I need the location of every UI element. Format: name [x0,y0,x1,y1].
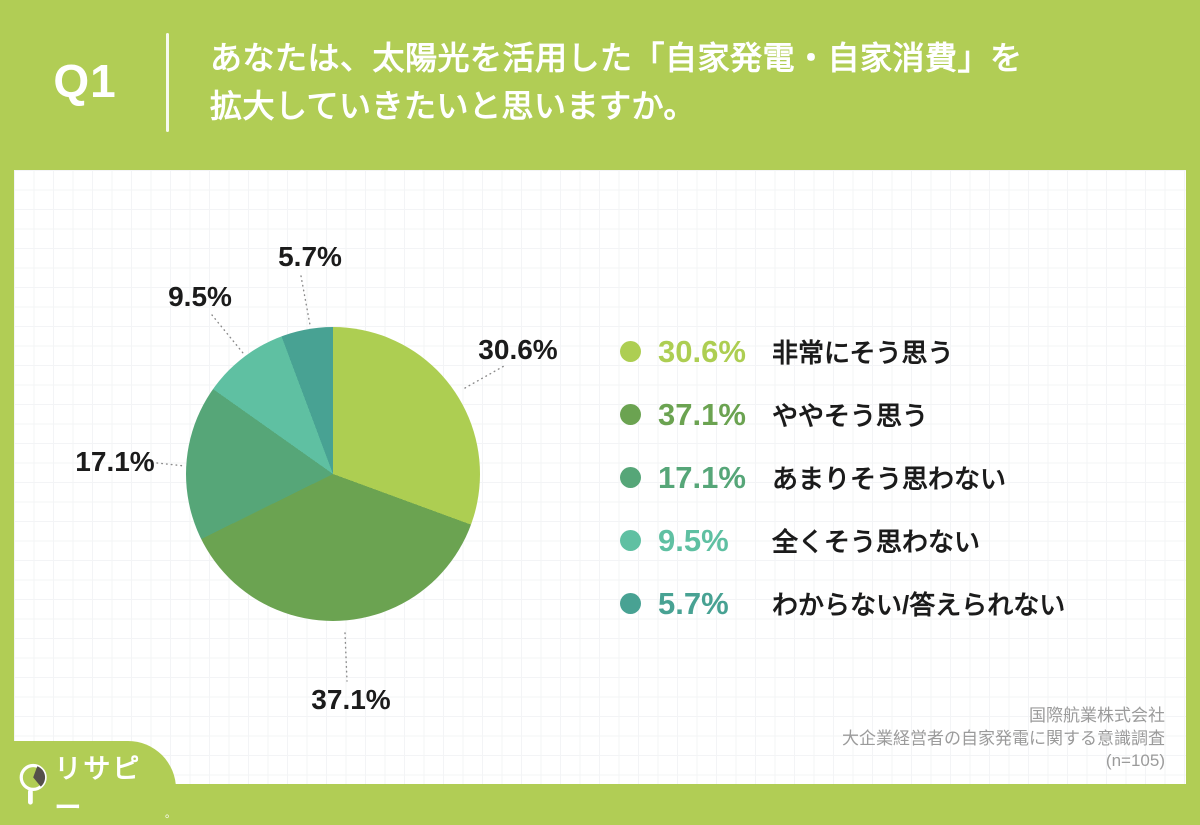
source-note: 国際航業株式会社 大企業経営者の自家発電に関する意識調査 (n=105) [842,705,1165,773]
pie-label-17-1: 17.1% [75,446,155,477]
legend-row: 5.7% わからない/答えられない [620,572,1180,635]
legend-label: あまりそう思わない [772,464,1007,494]
source-line-2: 大企業経営者の自家発電に関する意識調査 [842,728,1165,748]
logo-text: リサピー [54,754,142,823]
legend-label: 非常にそう思う [772,338,954,368]
legend-dot-icon [620,404,641,425]
legend-dot-icon [620,530,641,551]
legend-row: 37.1% ややそう思う [620,383,1180,446]
source-line-1: 国際航業株式会社 [1029,706,1165,725]
logo-suffix: 。 [165,808,176,820]
pie-label-37-1: 37.1% [311,684,391,715]
legend-label: わからない/答えられない [772,590,1066,620]
legend-label: 全くそう思わない [772,527,981,557]
legend-row: 30.6% 非常にそう思う [620,320,1180,383]
legend-percent: 30.6% [658,333,746,369]
legend-dot-icon [620,593,641,614]
sample-size: (n=105) [1105,751,1165,770]
legend-dot-icon [620,341,641,362]
pie-chart [186,327,480,621]
question-text: あなたは、太陽光を活用した「自家発電・自家消費」を 拡大していきたいと思いますか… [210,34,1023,130]
question-line-1: あなたは、太陽光を活用した「自家発電・自家消費」を [210,40,1023,76]
pie-label-30-6: 30.6% [478,334,558,365]
header-divider [166,33,169,132]
legend-row: 17.1% あまりそう思わない [620,446,1180,509]
question-header: Q1 あなたは、太陽光を活用した「自家発電・自家消費」を 拡大していきたいと思い… [0,0,1200,170]
pie-label-5-7: 5.7% [278,241,342,272]
legend-percent: 17.1% [658,459,746,495]
pie-label-9-5: 9.5% [168,281,232,312]
logo-badge: リサピー 。 [0,741,176,823]
legend-row: 9.5% 全くそう思わない [620,509,1180,572]
chart-card [14,170,1186,784]
legend-percent: 37.1% [658,396,746,432]
legend-percent: 5.7% [658,585,729,621]
legend-dot-icon [620,467,641,488]
legend-percent: 9.5% [658,522,729,558]
legend: 30.6% 非常にそう思う 37.1% ややそう思う 17.1% あまりそう思わ… [620,320,1180,635]
question-number: Q1 [53,55,117,107]
legend-label: ややそう思う [772,401,929,431]
question-line-2: 拡大していきたいと思いますか。 [210,88,696,124]
magnifier-pie-icon [19,763,47,805]
